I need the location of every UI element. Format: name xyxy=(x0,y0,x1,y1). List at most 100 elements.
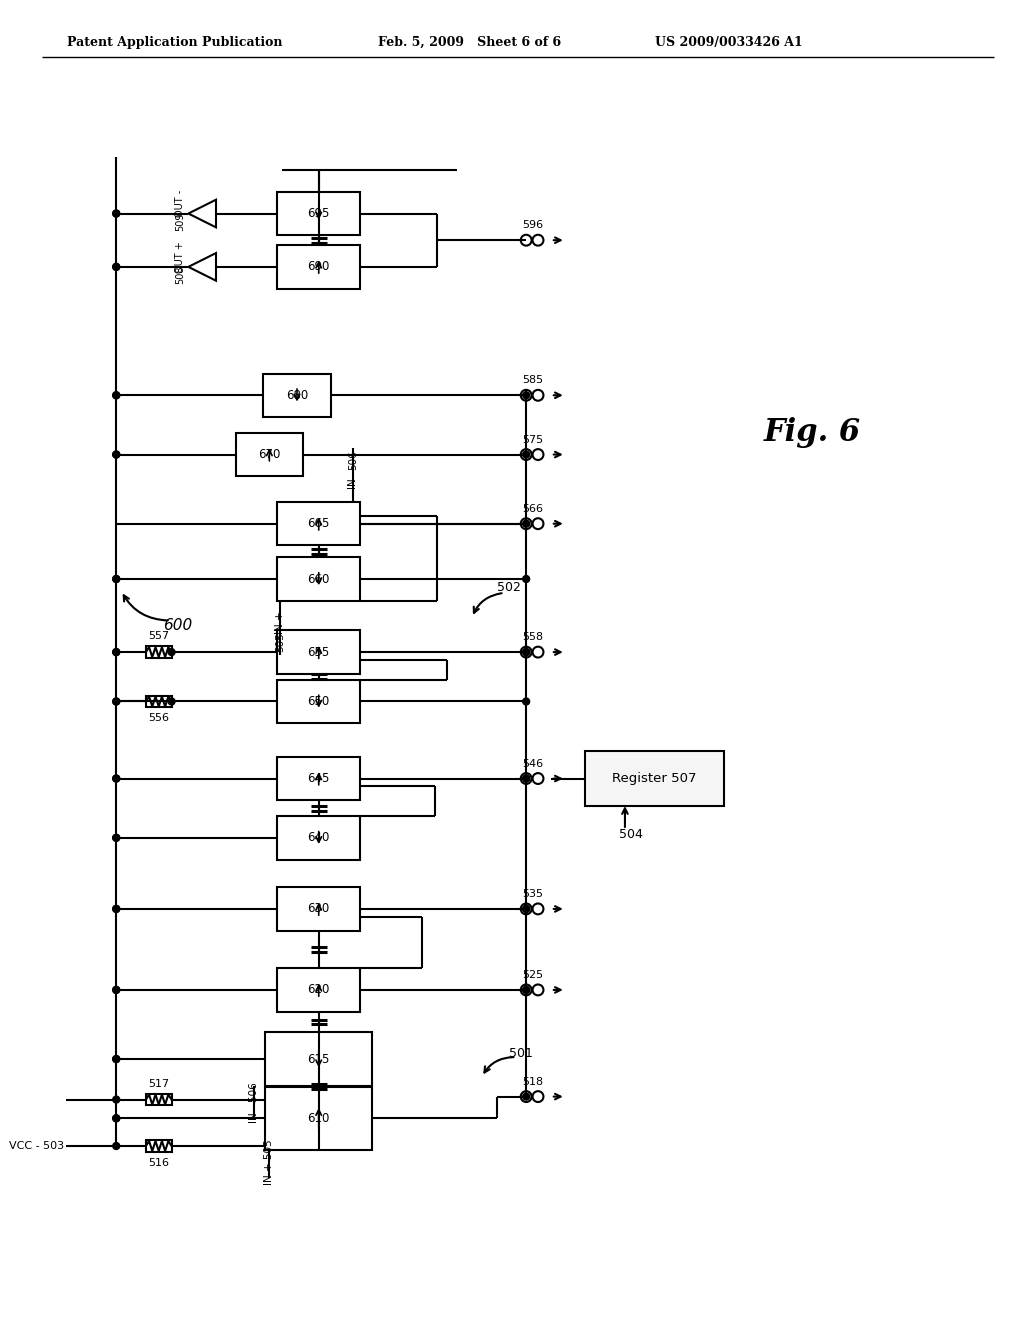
Bar xyxy=(278,680,360,723)
Circle shape xyxy=(113,264,120,271)
Circle shape xyxy=(113,264,120,271)
Text: 640: 640 xyxy=(307,832,330,845)
Bar xyxy=(278,887,360,931)
Text: OUT -: OUT - xyxy=(175,190,185,218)
Text: 504: 504 xyxy=(618,829,643,841)
Text: 505: 505 xyxy=(275,632,286,652)
Text: 518: 518 xyxy=(522,1077,544,1086)
Bar xyxy=(278,557,360,601)
Text: 558: 558 xyxy=(522,632,544,643)
Circle shape xyxy=(522,986,529,994)
Circle shape xyxy=(522,906,529,912)
Text: 566: 566 xyxy=(522,504,544,513)
Circle shape xyxy=(113,392,120,399)
Text: 525: 525 xyxy=(522,970,544,979)
Text: 695: 695 xyxy=(307,207,330,220)
Bar xyxy=(145,647,172,659)
Text: 630: 630 xyxy=(307,903,330,915)
Text: 556: 556 xyxy=(148,713,169,723)
Bar xyxy=(278,246,360,289)
Circle shape xyxy=(522,1093,529,1100)
Circle shape xyxy=(113,451,120,458)
Bar xyxy=(145,1094,172,1105)
Text: 690: 690 xyxy=(307,260,330,273)
Circle shape xyxy=(113,986,120,994)
Bar xyxy=(278,756,360,800)
Bar xyxy=(278,631,360,673)
Text: 660: 660 xyxy=(307,573,330,586)
Text: 557: 557 xyxy=(148,631,169,642)
Circle shape xyxy=(113,392,120,399)
Circle shape xyxy=(522,906,529,912)
Circle shape xyxy=(522,392,529,399)
Circle shape xyxy=(113,210,120,216)
Text: 502: 502 xyxy=(498,581,521,594)
Text: US 2009/0033426 A1: US 2009/0033426 A1 xyxy=(654,36,803,49)
Text: Fig. 6: Fig. 6 xyxy=(763,417,860,449)
Bar xyxy=(236,433,303,477)
Text: 575: 575 xyxy=(522,434,544,445)
Circle shape xyxy=(113,834,120,841)
Text: 665: 665 xyxy=(307,517,330,531)
Circle shape xyxy=(113,451,120,458)
Circle shape xyxy=(113,906,120,912)
Text: IN -: IN - xyxy=(348,471,358,490)
Circle shape xyxy=(113,698,120,705)
Text: 546: 546 xyxy=(522,759,544,768)
Text: 610: 610 xyxy=(307,1111,330,1125)
Text: 509: 509 xyxy=(175,213,185,231)
Bar xyxy=(265,1032,372,1086)
Text: 596: 596 xyxy=(522,220,544,231)
Bar xyxy=(586,751,724,807)
Circle shape xyxy=(113,698,120,705)
Bar xyxy=(145,696,172,708)
Text: 600: 600 xyxy=(163,618,193,632)
Circle shape xyxy=(113,210,120,216)
Text: OUT +: OUT + xyxy=(175,242,185,273)
Text: 670: 670 xyxy=(258,447,281,461)
Bar xyxy=(278,502,360,545)
Text: 516: 516 xyxy=(148,1158,169,1168)
Circle shape xyxy=(113,775,120,781)
Circle shape xyxy=(522,775,529,781)
Circle shape xyxy=(113,906,120,912)
Circle shape xyxy=(113,1056,120,1063)
Circle shape xyxy=(522,648,529,656)
Bar xyxy=(263,374,331,417)
Circle shape xyxy=(522,698,529,705)
Bar xyxy=(265,1086,372,1150)
Circle shape xyxy=(168,698,175,705)
Circle shape xyxy=(522,576,529,582)
Text: 620: 620 xyxy=(307,983,330,997)
Circle shape xyxy=(113,1115,120,1122)
Circle shape xyxy=(113,576,120,582)
Circle shape xyxy=(522,986,529,994)
Text: 615: 615 xyxy=(307,1052,330,1065)
Text: Feb. 5, 2009   Sheet 6 of 6: Feb. 5, 2009 Sheet 6 of 6 xyxy=(378,36,561,49)
Bar xyxy=(145,1140,172,1152)
Circle shape xyxy=(522,648,529,656)
Bar xyxy=(278,968,360,1011)
Text: 655: 655 xyxy=(307,645,330,659)
Circle shape xyxy=(113,648,120,656)
Text: 535: 535 xyxy=(522,890,544,899)
Circle shape xyxy=(113,986,120,994)
Text: VCC - 503: VCC - 503 xyxy=(9,1140,63,1151)
Text: IN +: IN + xyxy=(275,611,286,634)
Circle shape xyxy=(522,451,529,458)
Text: Register 507: Register 507 xyxy=(612,772,696,785)
Circle shape xyxy=(113,834,120,841)
Text: IN + 505: IN + 505 xyxy=(264,1139,274,1184)
Circle shape xyxy=(113,1115,120,1122)
Text: 506: 506 xyxy=(348,450,358,470)
Circle shape xyxy=(113,576,120,582)
Circle shape xyxy=(113,775,120,781)
Bar xyxy=(278,816,360,859)
Text: 508: 508 xyxy=(175,265,185,284)
Circle shape xyxy=(113,1096,120,1104)
Text: 650: 650 xyxy=(307,696,330,708)
Bar xyxy=(278,191,360,235)
Circle shape xyxy=(113,1143,120,1150)
Text: IN - 506: IN - 506 xyxy=(249,1082,258,1123)
Circle shape xyxy=(168,648,175,656)
